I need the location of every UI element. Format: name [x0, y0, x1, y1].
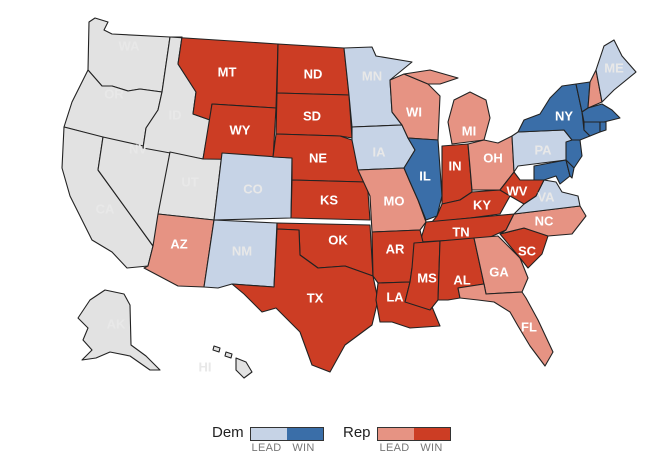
- state-de[interactable]: [565, 159, 575, 179]
- state-ct[interactable]: [583, 121, 601, 137]
- legend-rep-captions: LEAD WIN: [376, 442, 450, 454]
- state-hi[interactable]: [235, 357, 253, 379]
- legend-dem: Dem LEAD WIN: [212, 424, 324, 454]
- state-wa[interactable]: [87, 17, 171, 93]
- legend-dem-swatches: [249, 427, 324, 441]
- legend-dem-captions: LEAD WIN: [248, 442, 322, 454]
- state-ut[interactable]: [157, 151, 223, 221]
- state-sd[interactable]: [275, 92, 353, 139]
- legend-dem-win-swatch: [286, 428, 323, 440]
- state-il[interactable]: [403, 137, 443, 221]
- state-hi-small[interactable]: [212, 345, 233, 359]
- state-fl[interactable]: [457, 283, 554, 367]
- state-wy[interactable]: [202, 103, 277, 161]
- legend-dem-label: Dem: [212, 424, 244, 441]
- state-tx[interactable]: [231, 228, 379, 373]
- legend-dem-lead-caption: LEAD: [251, 442, 282, 454]
- state-ri[interactable]: [599, 121, 607, 133]
- state-me[interactable]: [595, 39, 637, 103]
- legend-rep-win-caption: WIN: [420, 442, 443, 454]
- legend-rep: Rep LEAD WIN: [343, 424, 451, 454]
- legend-rep-win-swatch: [413, 428, 450, 440]
- legend-rep-label: Rep: [343, 424, 371, 441]
- state-nd[interactable]: [276, 43, 350, 96]
- state-ks[interactable]: [290, 179, 371, 221]
- legend-dem-lead-swatch: [250, 428, 287, 440]
- state-ak[interactable]: [77, 289, 161, 371]
- state-co[interactable]: [213, 152, 293, 221]
- legend-rep-lead-caption: LEAD: [379, 442, 410, 454]
- legend-rep-swatches: [376, 427, 451, 441]
- us-election-map: WA OR CA NV ID UT AK HI MT WY ND SD NE K…: [61, 17, 637, 379]
- legend-rep-lead-swatch: [377, 428, 414, 440]
- state-mi[interactable]: [403, 69, 491, 145]
- state-nm[interactable]: [203, 219, 278, 289]
- legend-dem-win-caption: WIN: [292, 442, 315, 454]
- label-hi: HI: [199, 360, 212, 375]
